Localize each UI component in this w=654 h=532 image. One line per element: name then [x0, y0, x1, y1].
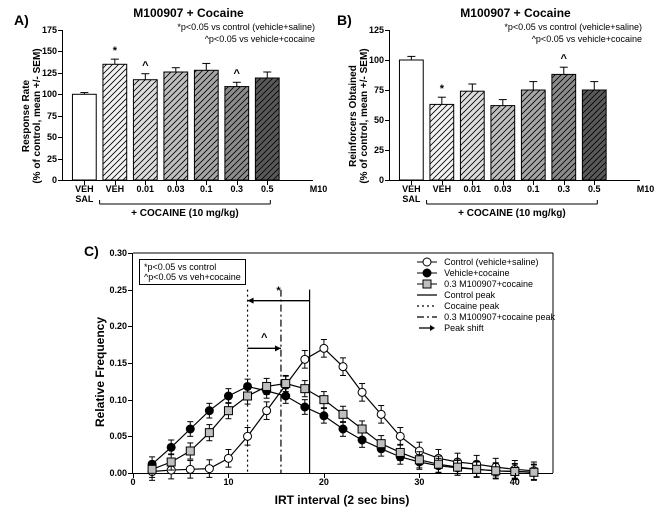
panel-b-plot: 0255075100125 VEHSAL*VEH0.010.030.1^0.30…: [389, 30, 640, 181]
panel-a-ylabel: Response Rate(% of control, mean +/- SEM…: [21, 36, 43, 196]
panel-a-label: A): [14, 12, 29, 28]
panel-b: B) M100907 + Cocaine *p<0.05 vs control …: [327, 0, 654, 230]
panel-b-label: B): [337, 12, 352, 28]
panel-b-ylabel: Reinforcers Obtained(% of control, mean …: [348, 36, 370, 196]
panel-c-ylabel: Relative Frequency: [93, 297, 107, 447]
panel-b-title: M100907 + Cocaine: [387, 6, 644, 20]
panel-c: C) Relative Frequency 0.000.050.100.150.…: [60, 235, 594, 525]
panel-a-title: M100907 + Cocaine: [60, 6, 317, 20]
panel-a: A) M100907 + Cocaine *p<0.05 vs control …: [0, 0, 327, 230]
panel-c-xlabel: IRT interval (2 sec bins): [132, 493, 552, 507]
panel-a-plot: 0255075100125150175 VEHSAL*VEH^0.010.030…: [62, 30, 313, 181]
panel-c-plot: 0.000.050.100.150.200.250.30010203040*^*…: [132, 253, 553, 474]
panel-c-label: C): [84, 243, 99, 259]
